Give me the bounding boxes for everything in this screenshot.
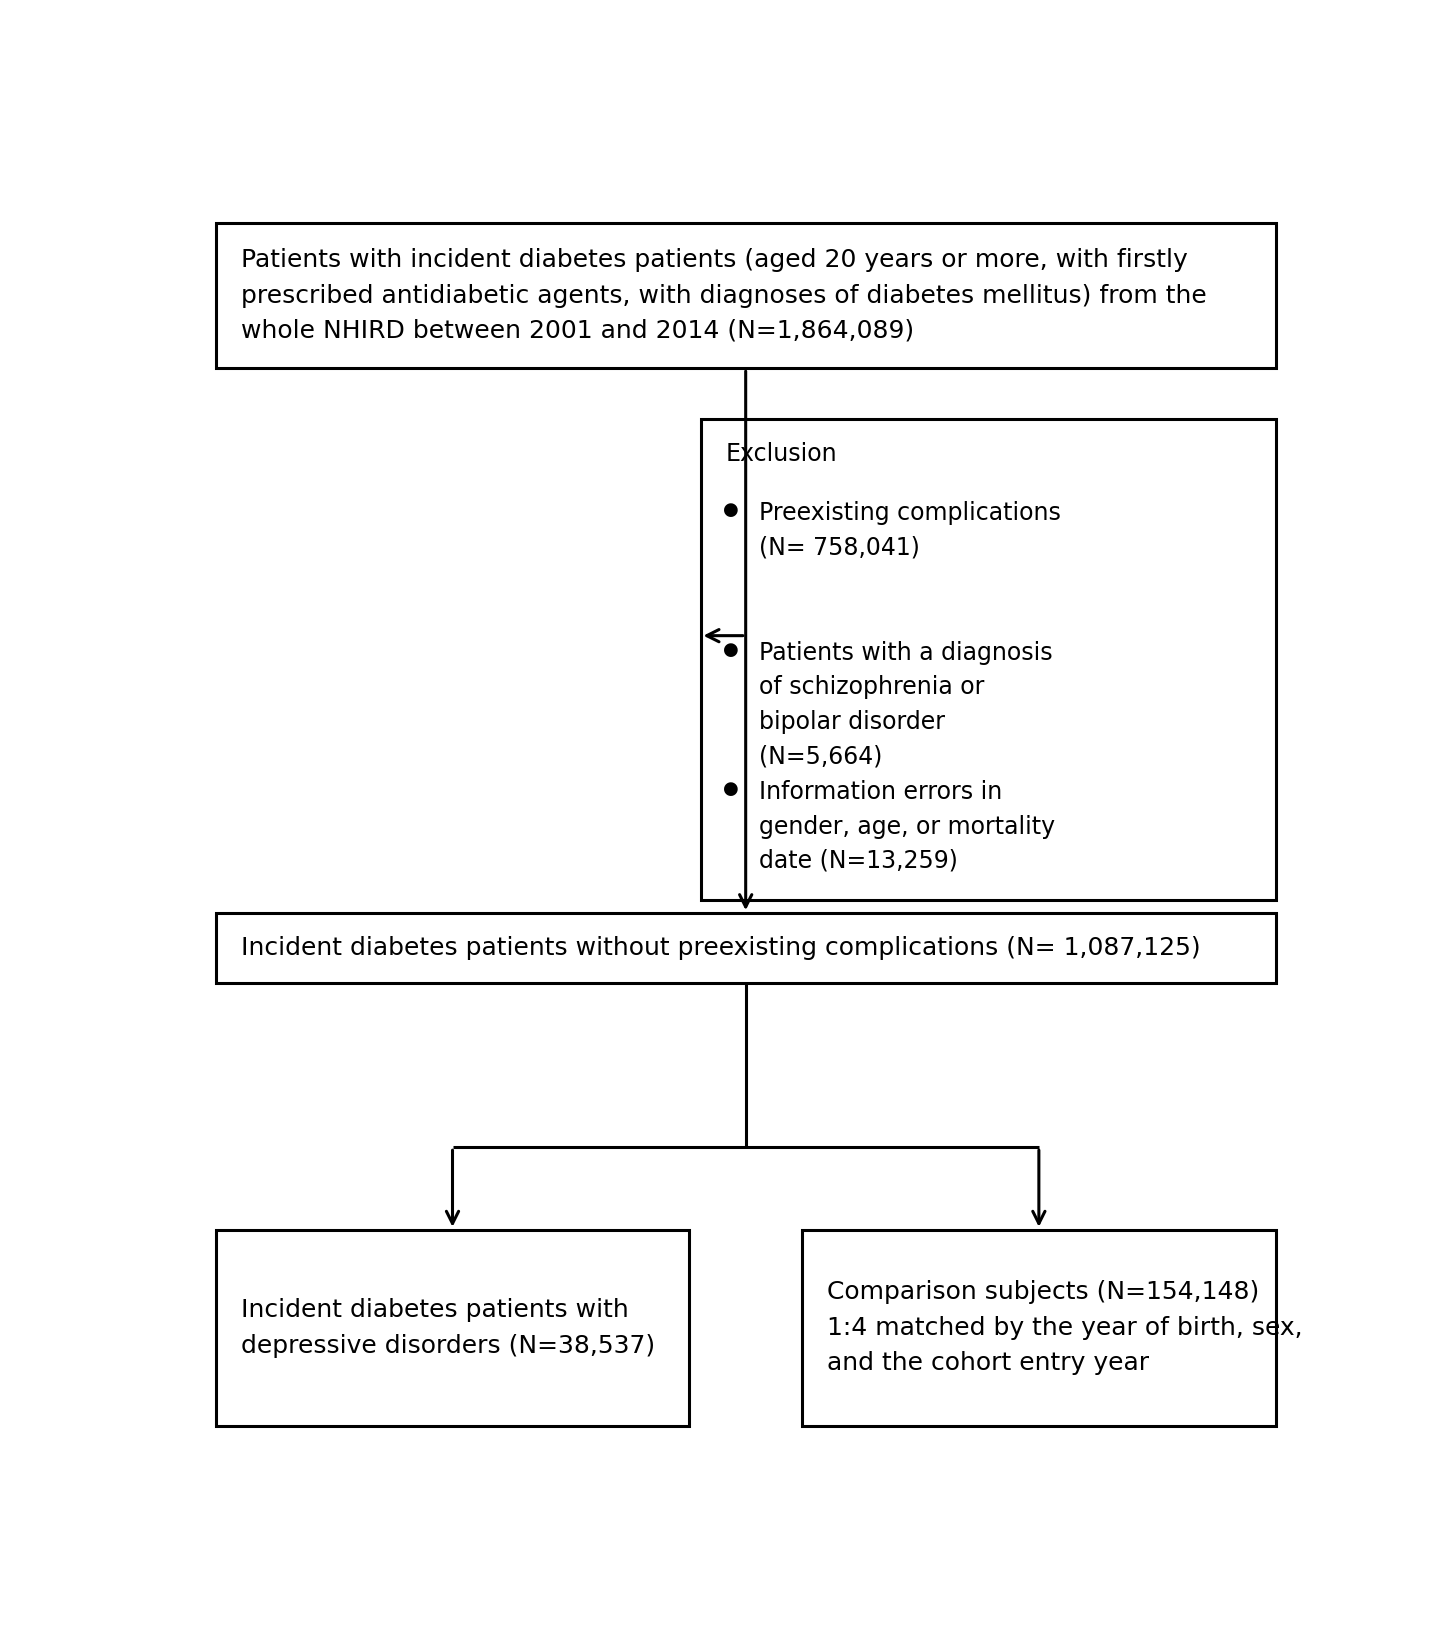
- Text: Exclusion: Exclusion: [726, 443, 837, 466]
- Text: Information errors in
gender, age, or mortality
date (N=13,259): Information errors in gender, age, or mo…: [760, 780, 1055, 873]
- FancyBboxPatch shape: [802, 1230, 1276, 1426]
- FancyBboxPatch shape: [215, 913, 1276, 982]
- FancyBboxPatch shape: [215, 222, 1276, 368]
- FancyBboxPatch shape: [701, 419, 1276, 900]
- Text: Patients with incident diabetes patients (aged 20 years or more, with firstly
pr: Patients with incident diabetes patients…: [240, 248, 1206, 342]
- Text: Incident diabetes patients without preexisting complications (N= 1,087,125): Incident diabetes patients without preex…: [240, 936, 1200, 961]
- Text: ●: ●: [723, 502, 739, 520]
- Text: Patients with a diagnosis
of schizophrenia or
bipolar disorder
(N=5,664): Patients with a diagnosis of schizophren…: [760, 642, 1053, 768]
- Text: ●: ●: [723, 642, 739, 658]
- Text: Preexisting complications
(N= 758,041): Preexisting complications (N= 758,041): [760, 502, 1061, 559]
- Text: ●: ●: [723, 780, 739, 798]
- FancyBboxPatch shape: [215, 1230, 690, 1426]
- Text: Comparison subjects (N=154,148)
1:4 matched by the year of birth, sex,
and the c: Comparison subjects (N=154,148) 1:4 matc…: [826, 1280, 1302, 1375]
- Text: Incident diabetes patients with
depressive disorders (N=38,537): Incident diabetes patients with depressi…: [240, 1298, 655, 1357]
